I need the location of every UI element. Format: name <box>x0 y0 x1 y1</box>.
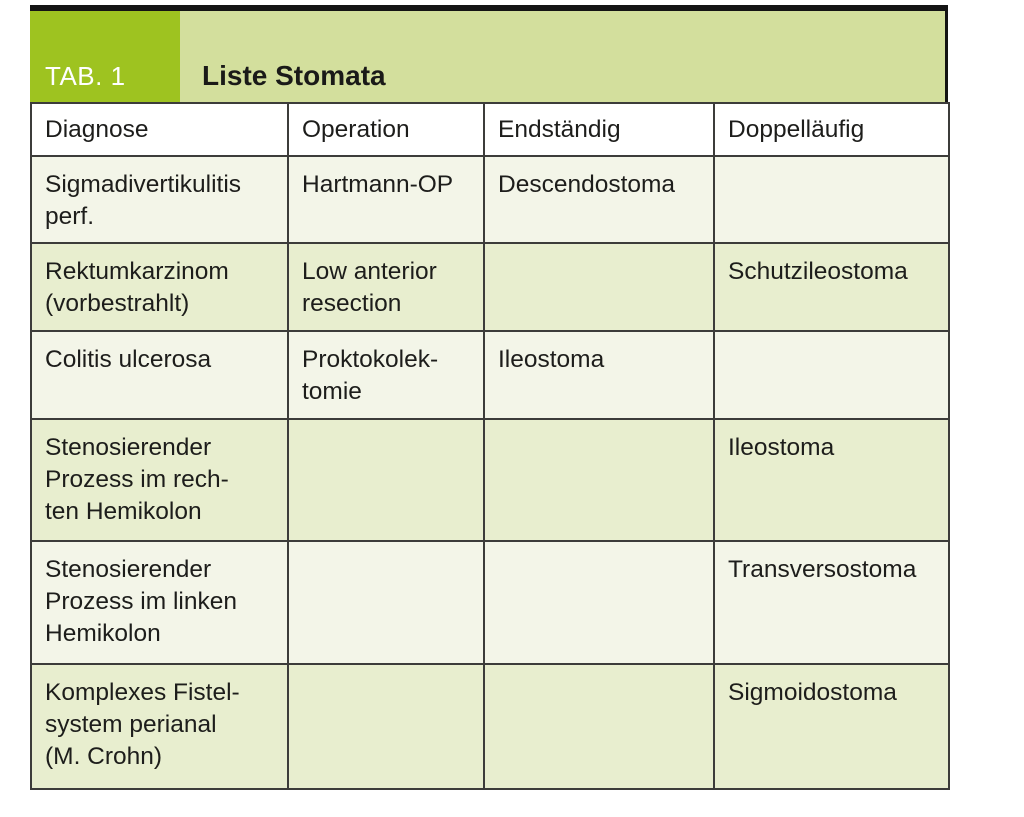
table-title-band: TAB. 1 Liste Stomata <box>30 5 948 102</box>
cell-doppellaeufig: Schutzileostoma <box>713 242 950 332</box>
cell-doppellaeufig: Sigmoidostoma <box>713 663 950 790</box>
cell-operation: Low anterior resection <box>287 242 485 332</box>
column-header-endstaendig: Endständig <box>483 102 715 157</box>
table-row: Stenosierender Prozess im linken Hemikol… <box>30 540 950 665</box>
cell-doppellaeufig: Transversostoma <box>713 540 950 665</box>
table-row: Colitis ulcerosa Proktokolek- tomie Ileo… <box>30 330 950 420</box>
cell-operation <box>287 418 485 542</box>
column-header-operation: Operation <box>287 102 485 157</box>
table-row: Komplexes Fistel- system perianal (M. Cr… <box>30 663 950 790</box>
cell-endstaendig <box>483 242 715 332</box>
table-header-row: Diagnose Operation Endständig Doppelläuf… <box>30 102 950 157</box>
table-row: Stenosierender Prozess im rech- ten Hemi… <box>30 418 950 542</box>
cell-diagnose: Sigmadivertikulitis perf. <box>30 155 289 244</box>
cell-doppellaeufig <box>713 330 950 420</box>
column-header-diagnose: Diagnose <box>30 102 289 157</box>
table-figure: TAB. 1 Liste Stomata Diagnose Operation … <box>30 5 950 790</box>
table-number-label: TAB. 1 <box>45 61 126 91</box>
cell-operation <box>287 540 485 665</box>
cell-operation: Proktokolek- tomie <box>287 330 485 420</box>
cell-endstaendig <box>483 663 715 790</box>
cell-diagnose: Komplexes Fistel- system perianal (M. Cr… <box>30 663 289 790</box>
table-title: Liste Stomata <box>202 60 386 91</box>
table-number-box: TAB. 1 <box>30 11 180 102</box>
cell-endstaendig <box>483 540 715 665</box>
table-row: Sigmadivertikulitis perf. Hartmann-OP De… <box>30 155 950 244</box>
cell-operation <box>287 663 485 790</box>
table-row: Rektumkarzinom (vorbestrahlt) Low anteri… <box>30 242 950 332</box>
cell-diagnose: Stenosierender Prozess im linken Hemikol… <box>30 540 289 665</box>
cell-diagnose: Colitis ulcerosa <box>30 330 289 420</box>
cell-endstaendig: Ileostoma <box>483 330 715 420</box>
cell-endstaendig: Descendostoma <box>483 155 715 244</box>
cell-diagnose: Rektumkarzinom (vorbestrahlt) <box>30 242 289 332</box>
cell-doppellaeufig <box>713 155 950 244</box>
cell-doppellaeufig: Ileostoma <box>713 418 950 542</box>
cell-endstaendig <box>483 418 715 542</box>
stoma-table: Diagnose Operation Endständig Doppelläuf… <box>30 102 950 790</box>
cell-diagnose: Stenosierender Prozess im rech- ten Hemi… <box>30 418 289 542</box>
column-header-doppellaeufig: Doppelläufig <box>713 102 950 157</box>
cell-operation: Hartmann-OP <box>287 155 485 244</box>
